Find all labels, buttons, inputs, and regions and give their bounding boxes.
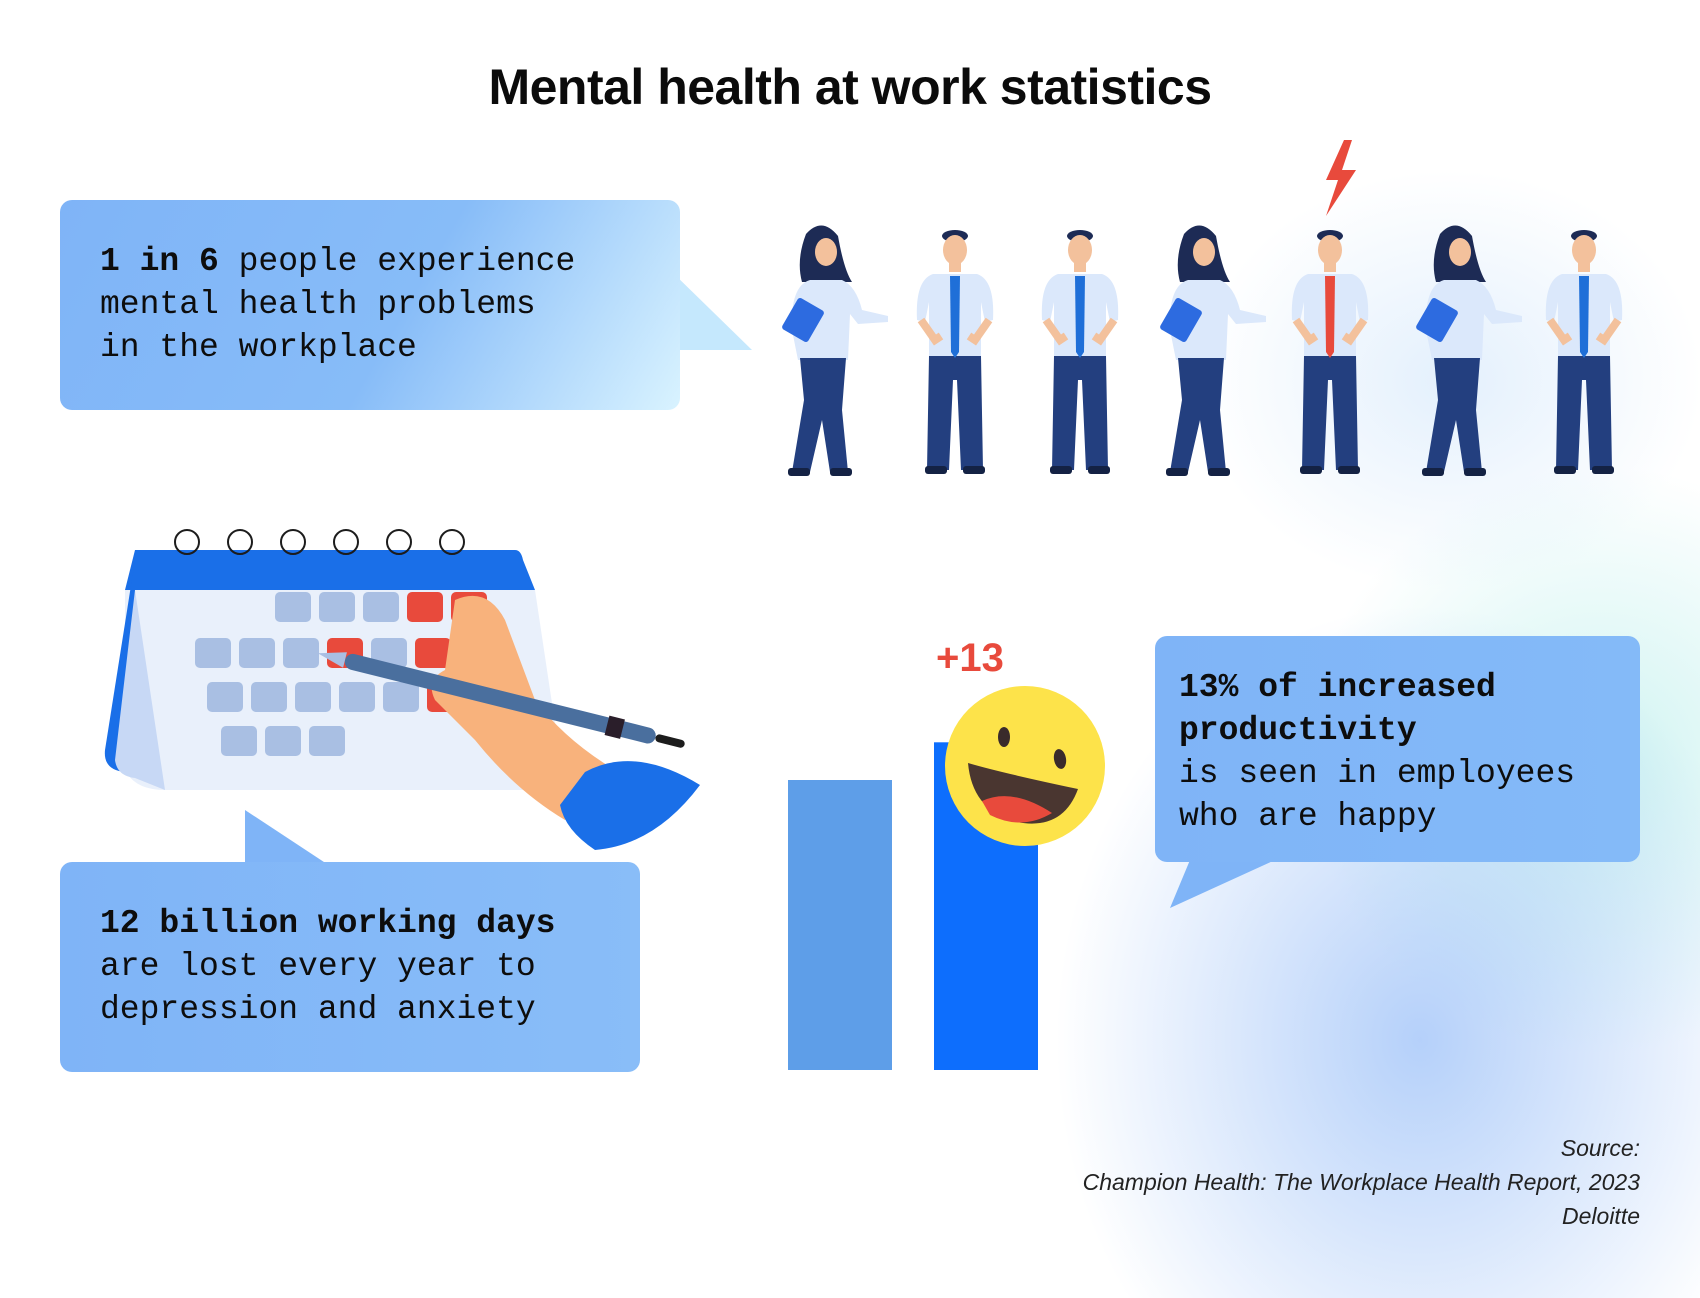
person-3: [1042, 230, 1118, 474]
stat1-line2: mental health problems: [100, 286, 536, 323]
pen: [317, 652, 685, 748]
person-4: [1159, 225, 1266, 476]
source-note: Source: Champion Health: The Workplace H…: [1083, 1131, 1640, 1233]
stat-card-working-days: 12 billion working days are lost every y…: [60, 862, 640, 1072]
stat3-line3: is seen in employees: [1179, 755, 1576, 792]
stat2-line2: are lost every year to: [100, 948, 536, 985]
person-7: [1546, 230, 1622, 474]
sleeve: [560, 761, 700, 850]
stat-card-productivity: 13% of increased productivity is seen in…: [1155, 636, 1640, 862]
lightning-icon: [1326, 140, 1356, 216]
person-5-stressed: [1292, 230, 1368, 474]
source-line1: Champion Health: The Workplace Health Re…: [1082, 1169, 1640, 1195]
stat1-line3: in the workplace: [100, 329, 417, 366]
card3-tail: [1170, 860, 1275, 908]
stat1-line1-rest: people experience: [218, 243, 576, 280]
stat2-line1: 12 billion working days: [100, 905, 556, 942]
happy-face-icon: [945, 686, 1105, 846]
person-2: [917, 230, 993, 474]
stat3-line4: who are happy: [1179, 798, 1437, 835]
person-6: [1415, 225, 1522, 476]
stat1-highlight: 1 in 6: [100, 243, 219, 280]
stat3-line2: productivity: [1179, 712, 1417, 749]
stat-card-people: 1 in 6 people experience mental health p…: [60, 200, 680, 410]
card2-tail: [245, 810, 330, 866]
stat2-line3: depression and anxiety: [100, 991, 536, 1028]
calendar-illustration: [104, 529, 700, 850]
source-label: Source:: [1560, 1135, 1640, 1161]
card1-tail: [670, 270, 752, 350]
people-illustration: [781, 140, 1660, 500]
source-line2: Deloitte: [1562, 1203, 1640, 1229]
bar-1: [788, 780, 892, 1070]
page-title: Mental health at work statistics: [488, 59, 1212, 115]
stat3-line1: 13% of increased: [1179, 669, 1496, 706]
stat1-line1: 1 in 6 people experience: [100, 240, 640, 283]
bar-annotation: +13: [936, 636, 1004, 680]
person-1: [781, 225, 888, 476]
